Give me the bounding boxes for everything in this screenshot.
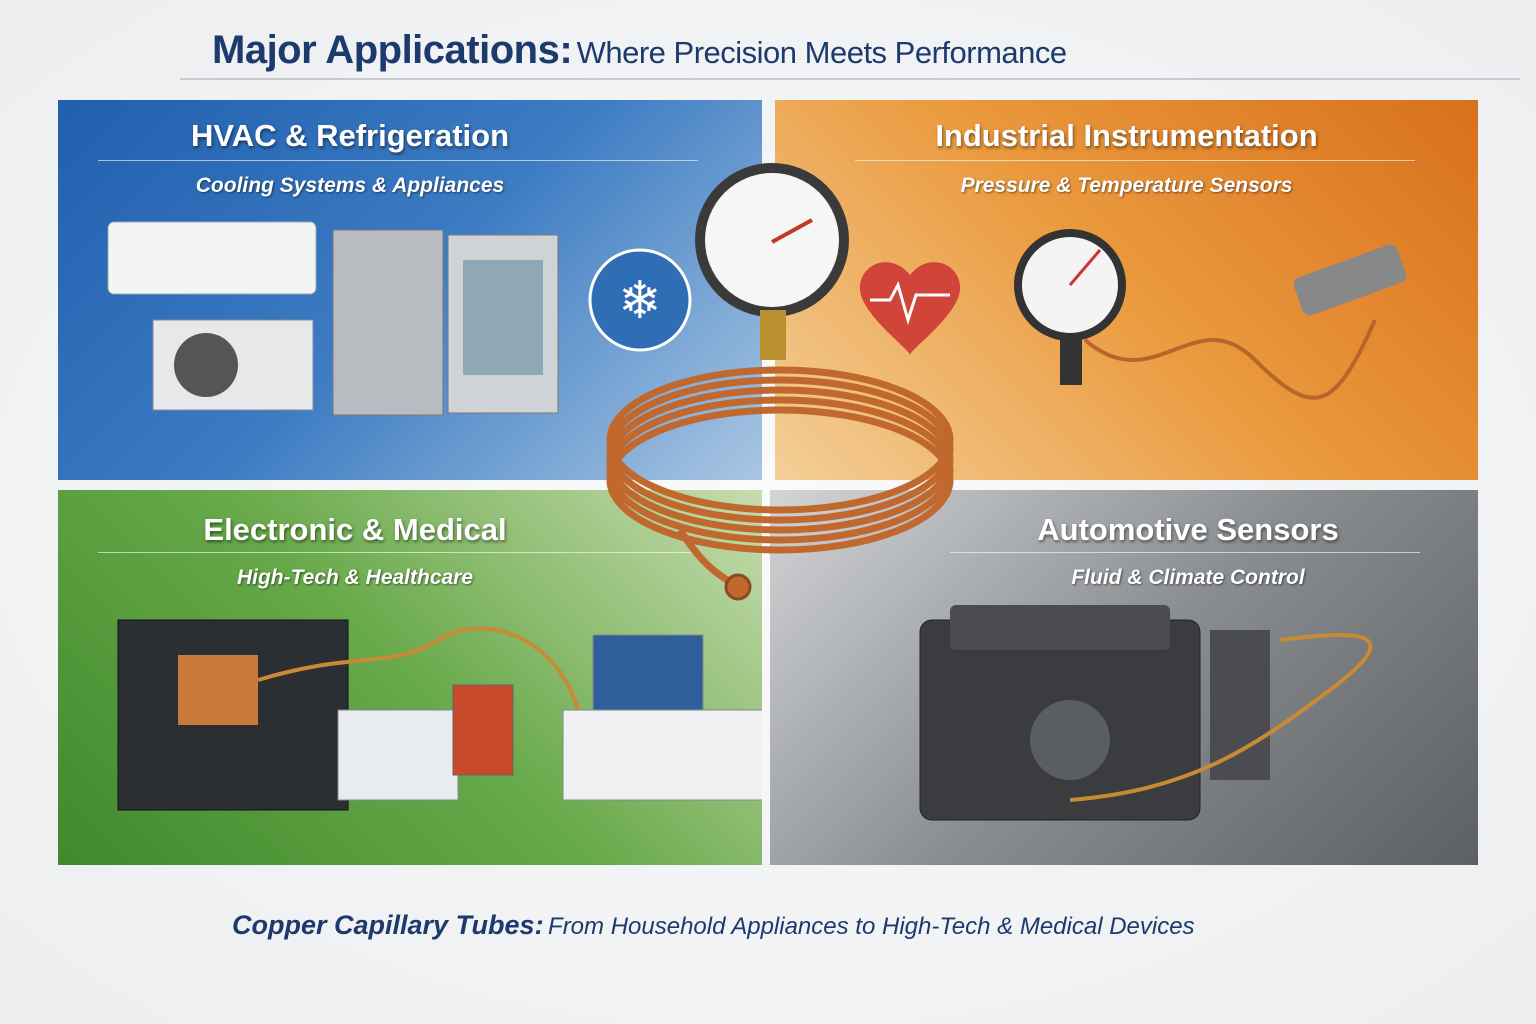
monitor-screen [592, 634, 704, 711]
electronics-medical-illustration [117, 619, 762, 811]
section-subtitle: High-Tech & Healthcare [236, 566, 474, 589]
section-title: Electronic & Medical [203, 512, 507, 547]
industrial-sensor-illustration [1014, 229, 1407, 400]
hvac-appliances-illustration [107, 221, 559, 416]
divider [98, 160, 698, 161]
footer-bold: Copper Capillary Tubes: [232, 910, 544, 940]
footer-caption: Copper Capillary Tubes: From Household A… [232, 910, 1195, 941]
tube-end [724, 573, 752, 601]
divider [855, 160, 1415, 161]
snowflake-icon [588, 248, 692, 352]
air-conditioner-indoor-unit [107, 221, 317, 295]
section-subtitle: Cooling Systems & Appliances [195, 174, 505, 197]
copper-heatsink [178, 655, 258, 725]
page-title: Major Applications: Where Precision Meet… [212, 28, 1067, 73]
refrigerator [332, 229, 444, 416]
copper-coil [606, 366, 954, 589]
capillary-tube [1083, 319, 1377, 400]
fluid-container [452, 684, 514, 776]
section-automotive: Automotive Sensors Fluid & Climate Contr… [770, 490, 1478, 865]
divider [98, 552, 698, 553]
section-electronic-medical: Electronic & Medical High-Tech & Healthc… [58, 490, 762, 865]
title-rest: Where Precision Meets Performance [576, 35, 1068, 70]
automotive-engine-illustration [919, 605, 1373, 821]
footer-rest: From Household Appliances to High-Tech &… [548, 913, 1195, 940]
temperature-probe [1293, 244, 1407, 316]
title-divider [180, 78, 1520, 80]
title-bold: Major Applications: [212, 28, 573, 72]
gauge-fitting [760, 310, 786, 360]
section-subtitle: Fluid & Climate Control [1071, 566, 1305, 589]
section-title: Automotive Sensors [1037, 512, 1339, 547]
fan-icon [174, 333, 238, 397]
section-title: Industrial Instrumentation [935, 118, 1318, 153]
heart-pulse-icon [859, 262, 961, 355]
center-illustration: ❄ [588, 163, 961, 601]
divider [950, 552, 1420, 553]
capillary-tube [1069, 633, 1373, 802]
section-title: HVAC & Refrigeration [190, 118, 510, 153]
svg-text:❄: ❄ [618, 271, 662, 331]
section-subtitle: Pressure & Temperature Sensors [960, 174, 1293, 197]
medical-device [337, 709, 459, 801]
analyzer [562, 709, 762, 801]
